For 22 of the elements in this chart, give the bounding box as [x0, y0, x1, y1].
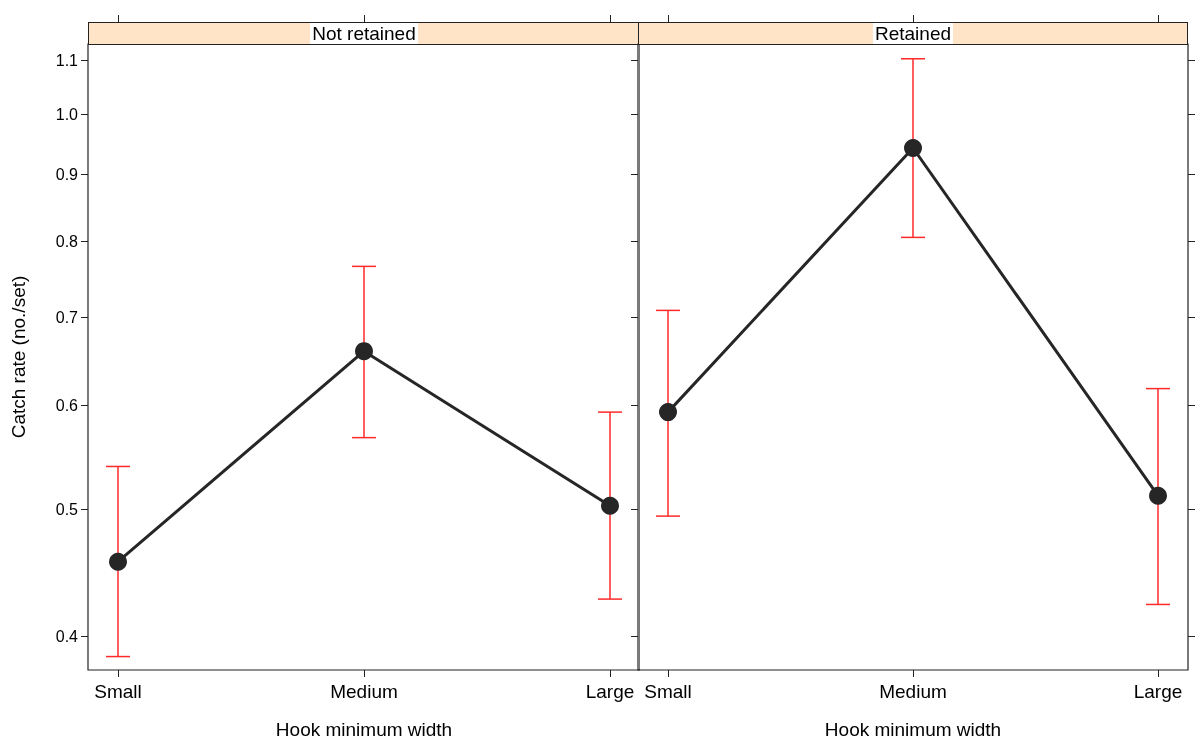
chart-title: Retained [872, 23, 954, 44]
point [601, 496, 619, 515]
x-tick-label: Large [1133, 681, 1183, 702]
y-tick-label: 0.6 [55, 396, 79, 414]
x-axis-title: Hook minimum width [275, 719, 453, 740]
y-axis-title: Catch rate (no./set) [8, 275, 29, 439]
y-tick-label: 0.9 [55, 166, 79, 184]
x-tick-label: Medium [879, 681, 947, 702]
y-tick-label: 0.5 [55, 500, 79, 518]
x-tick-label: Medium [330, 681, 398, 702]
y-tick-label: 0.7 [55, 309, 79, 327]
chart-title: Not retained [310, 23, 418, 44]
y-tick-label: 0.8 [55, 233, 79, 251]
y-tick-label: 1.1 [55, 51, 79, 69]
point [355, 342, 373, 361]
y-tick-label: 1.0 [55, 106, 79, 124]
x-tick-label: Large [585, 681, 635, 702]
x-tick-label: Small [644, 681, 692, 702]
x-tick-label: Small [94, 681, 142, 702]
x-axis-title: Hook minimum width [824, 719, 1002, 740]
point [109, 552, 127, 571]
y-tick-label: 0.4 [55, 627, 79, 645]
